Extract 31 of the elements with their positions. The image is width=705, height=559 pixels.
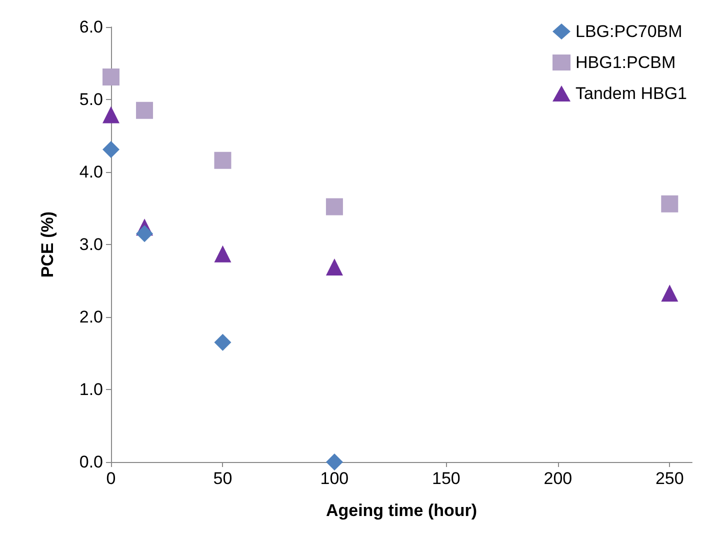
x-tick-label: 0 <box>106 469 116 488</box>
point <box>214 245 232 262</box>
legend-label: LBG:PC70BM <box>576 22 682 41</box>
y-tick-label: 5.0 <box>79 90 103 109</box>
point <box>214 152 232 169</box>
x-tick-label: 200 <box>544 469 572 488</box>
legend-label: Tandem HBG1 <box>576 84 688 103</box>
point <box>214 334 232 351</box>
point <box>136 225 154 242</box>
x-tick-label: 100 <box>320 469 349 488</box>
x-tick-label: 150 <box>432 469 460 488</box>
x-tick-label: 50 <box>213 469 232 488</box>
point <box>102 141 120 158</box>
point <box>661 284 678 302</box>
y-tick-label: 2.0 <box>79 308 103 326</box>
y-tick-label: 4.0 <box>79 162 103 182</box>
x-axis-title: Ageing time (hour) <box>326 501 478 520</box>
legend-label: HBG1:PCBM <box>576 53 676 72</box>
y-tick-label: 3.0 <box>79 235 103 254</box>
y-tick-label: 1.0 <box>79 380 103 399</box>
point <box>102 68 120 86</box>
point <box>326 258 343 276</box>
y-axis-title: PCE (%) <box>38 211 57 278</box>
point <box>326 198 343 216</box>
point <box>102 106 120 124</box>
point <box>326 454 343 470</box>
y-tick-label: 0.0 <box>79 452 103 472</box>
x-tick-label: 250 <box>655 469 684 488</box>
point <box>136 102 154 119</box>
point <box>661 195 678 212</box>
y-tick-label: 6.0 <box>79 18 103 36</box>
